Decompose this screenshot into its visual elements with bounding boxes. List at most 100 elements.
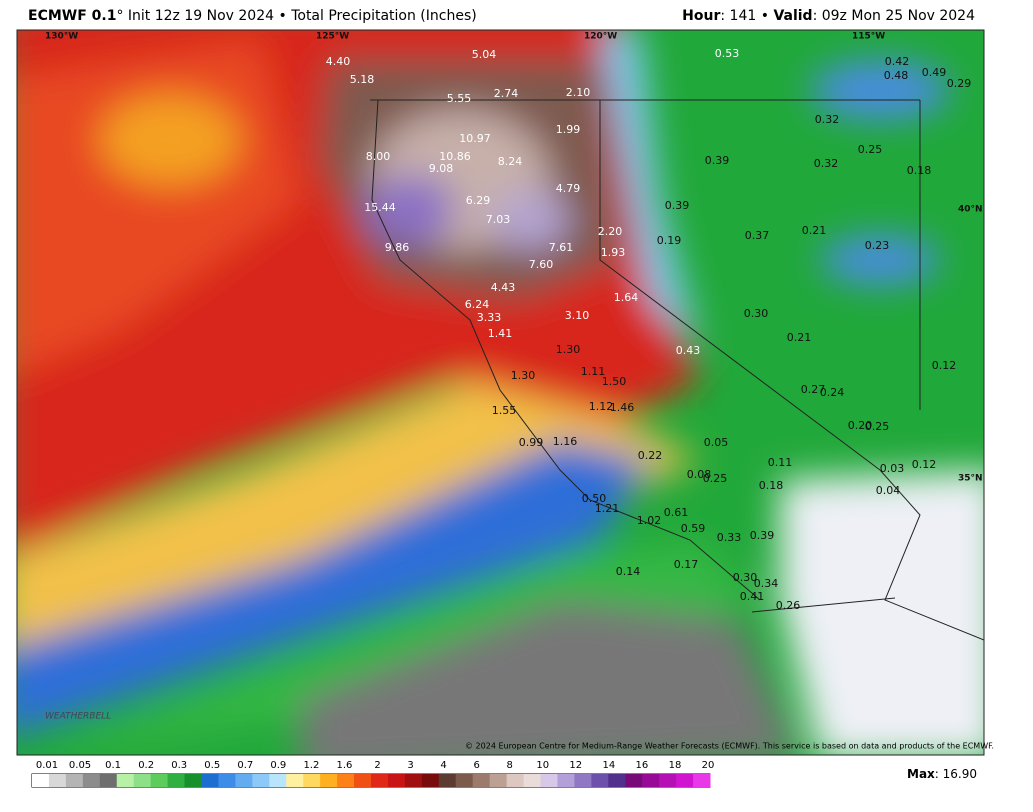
colorbar-tick-label: 3 bbox=[407, 760, 413, 771]
map-value: 0.32 bbox=[814, 157, 839, 170]
map-value: 0.27 bbox=[801, 383, 826, 396]
map-value: 0.22 bbox=[638, 449, 663, 462]
colorbar-tick-label: 4 bbox=[440, 760, 446, 771]
logo: WEATHERBELL bbox=[45, 712, 111, 722]
valid-label: Valid bbox=[773, 8, 812, 24]
map-value: 7.61 bbox=[549, 241, 574, 254]
map-value: 0.33 bbox=[717, 531, 742, 544]
grid-label: 35°N bbox=[958, 474, 983, 484]
map-value: 0.26 bbox=[776, 599, 801, 612]
colorbar-tick-label: 0.3 bbox=[171, 760, 187, 771]
map-value: 0.14 bbox=[616, 565, 641, 578]
map-value: 6.29 bbox=[466, 194, 491, 207]
colorbar-tick-label: 2 bbox=[374, 760, 380, 771]
map-value: 0.05 bbox=[704, 436, 729, 449]
colorbar-swatch bbox=[337, 774, 355, 787]
map-value: 1.41 bbox=[488, 327, 513, 340]
colorbar-swatch bbox=[574, 774, 592, 787]
colorbar-swatch bbox=[523, 774, 541, 787]
colorbar-swatch bbox=[557, 774, 575, 787]
map-value: 0.59 bbox=[681, 522, 706, 535]
map-value: 2.20 bbox=[598, 225, 623, 238]
map-value: 0.25 bbox=[703, 472, 728, 485]
map-value: 0.11 bbox=[768, 456, 793, 469]
map-value: 0.18 bbox=[907, 164, 932, 177]
max-value: : 16.90 bbox=[935, 767, 977, 781]
map-value: 0.29 bbox=[947, 77, 972, 90]
model: ECMWF 0.1 bbox=[28, 8, 116, 24]
bullet: • bbox=[761, 8, 769, 24]
degree: ° bbox=[116, 8, 123, 24]
colorbar-tick-label: 1.2 bbox=[303, 760, 319, 771]
map-value: 1.30 bbox=[511, 369, 536, 382]
colorbar-tick-label: 1.6 bbox=[336, 760, 352, 771]
map-value: 0.34 bbox=[754, 577, 779, 590]
map-frame bbox=[16, 29, 985, 756]
map-value: 5.18 bbox=[350, 73, 375, 86]
map-value: 3.33 bbox=[477, 311, 502, 324]
map-value: 1.30 bbox=[556, 343, 581, 356]
colorbar-swatch bbox=[65, 774, 84, 787]
init: Init 12z 19 Nov 2024 bbox=[128, 8, 274, 24]
colorbar-swatch bbox=[540, 774, 558, 787]
map-value: 0.50 bbox=[582, 492, 607, 505]
colorbar-tick-label: 0.1 bbox=[105, 760, 121, 771]
bullet: • bbox=[278, 8, 286, 24]
colorbar-swatch bbox=[150, 774, 169, 787]
colorbar-tick-label: 12 bbox=[569, 760, 582, 771]
map-value: 0.19 bbox=[657, 234, 682, 247]
map-value: 0.39 bbox=[750, 529, 775, 542]
colorbar-tick-label: 10 bbox=[536, 760, 549, 771]
colorbar-tick-label: 20 bbox=[702, 760, 715, 771]
map-value: 0.25 bbox=[865, 420, 890, 433]
map-value: 1.64 bbox=[614, 291, 639, 304]
map-value: 0.30 bbox=[733, 571, 758, 584]
map-value: 7.03 bbox=[486, 213, 511, 226]
colorbar-swatch bbox=[99, 774, 118, 787]
map-field bbox=[17, 30, 984, 755]
colorbar-tick-label: 0.05 bbox=[69, 760, 91, 771]
map-value: 0.43 bbox=[676, 344, 701, 357]
colorbar-swatch bbox=[472, 774, 491, 787]
colorbar-swatch bbox=[116, 774, 135, 787]
map-value: 8.24 bbox=[498, 155, 523, 168]
colorbar-swatch bbox=[48, 774, 67, 787]
colorbar-swatch bbox=[676, 774, 694, 787]
colorbar-swatch bbox=[371, 774, 389, 787]
map-value: 1.55 bbox=[492, 404, 517, 417]
colorbar-swatch bbox=[320, 774, 338, 787]
map-value: 0.30 bbox=[744, 307, 769, 320]
map-value: 0.12 bbox=[912, 458, 937, 471]
colorbar-swatch bbox=[218, 774, 236, 787]
borders bbox=[370, 99, 984, 641]
colorbar-swatch bbox=[659, 774, 677, 787]
colorbar-tick-label: 16 bbox=[636, 760, 649, 771]
map-value: 1.46 bbox=[610, 401, 635, 414]
map-value: 0.48 bbox=[884, 69, 909, 82]
hour: : 141 bbox=[720, 8, 756, 24]
grid-label: 115°W bbox=[852, 32, 885, 42]
map-value: 0.04 bbox=[876, 484, 901, 497]
colorbar-swatch bbox=[167, 774, 186, 787]
colorbar-tick-label: 8 bbox=[507, 760, 513, 771]
colorbar-swatch bbox=[354, 774, 372, 787]
map-value: 0.41 bbox=[740, 590, 765, 603]
map-value: 1.93 bbox=[601, 246, 626, 259]
colorbar-swatch bbox=[625, 774, 643, 787]
map-value: 0.21 bbox=[787, 331, 812, 344]
map-value: 6.24 bbox=[465, 298, 490, 311]
map-value: 0.18 bbox=[759, 479, 784, 492]
colorbar-swatch bbox=[82, 774, 101, 787]
grid-label: 130°W bbox=[45, 32, 78, 42]
map-value: 9.86 bbox=[385, 241, 410, 254]
map-value: 7.60 bbox=[529, 258, 554, 271]
colorbar-swatch bbox=[506, 774, 525, 787]
colorbar-swatch bbox=[252, 774, 270, 787]
max-label: Max bbox=[907, 767, 935, 781]
colorbar-swatch bbox=[455, 774, 474, 787]
colorbar-swatch bbox=[184, 774, 202, 787]
map-value: 0.99 bbox=[519, 436, 544, 449]
grid-label: 125°W bbox=[316, 32, 349, 42]
map-value: 4.79 bbox=[556, 182, 581, 195]
